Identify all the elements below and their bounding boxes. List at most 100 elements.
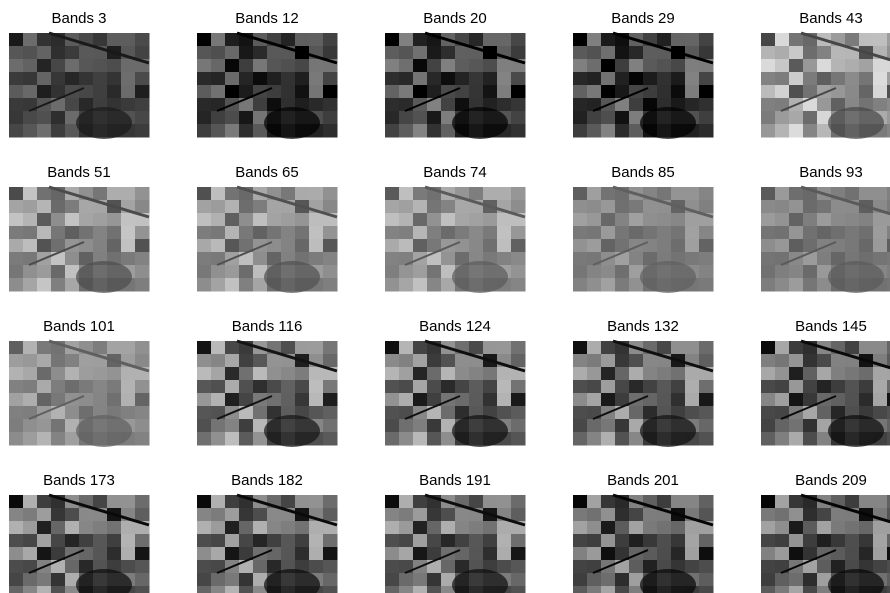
band-image xyxy=(761,33,890,139)
field xyxy=(135,573,150,587)
field xyxy=(671,187,686,201)
field xyxy=(135,278,150,292)
field xyxy=(601,187,616,201)
field xyxy=(775,124,790,138)
field xyxy=(281,495,296,509)
field xyxy=(497,341,512,355)
field xyxy=(295,521,310,535)
field xyxy=(789,495,804,509)
field xyxy=(469,547,484,561)
field xyxy=(455,200,470,214)
field xyxy=(859,72,874,86)
field xyxy=(573,521,588,535)
field xyxy=(79,239,94,253)
field xyxy=(483,393,498,407)
field xyxy=(699,98,714,112)
field xyxy=(107,226,122,240)
field xyxy=(873,72,888,86)
field xyxy=(859,226,874,240)
field xyxy=(587,586,602,593)
field xyxy=(385,200,400,214)
field xyxy=(239,200,254,214)
field xyxy=(469,521,484,535)
field xyxy=(831,521,846,535)
field xyxy=(295,341,310,355)
field xyxy=(37,419,52,433)
field xyxy=(323,341,338,355)
field xyxy=(483,341,498,355)
field xyxy=(441,226,456,240)
band-panel: Bands 29 xyxy=(573,10,714,139)
field xyxy=(761,59,776,73)
field xyxy=(761,200,776,214)
field xyxy=(511,573,526,587)
field xyxy=(657,59,672,73)
field xyxy=(197,547,212,561)
field xyxy=(497,547,512,561)
field xyxy=(211,59,226,73)
field xyxy=(197,432,212,446)
field xyxy=(427,111,442,125)
field xyxy=(699,239,714,253)
field xyxy=(587,521,602,535)
field xyxy=(51,586,66,593)
field xyxy=(267,85,282,99)
field xyxy=(775,419,790,433)
field xyxy=(699,534,714,548)
field xyxy=(803,573,818,587)
field xyxy=(135,85,150,99)
field xyxy=(413,46,428,60)
field xyxy=(817,560,832,574)
field xyxy=(107,213,122,227)
field xyxy=(211,354,226,368)
field xyxy=(9,393,24,407)
field xyxy=(281,85,296,99)
field xyxy=(51,200,66,214)
field xyxy=(775,187,790,201)
field xyxy=(211,432,226,446)
field xyxy=(211,380,226,394)
field xyxy=(399,367,414,381)
field xyxy=(469,85,484,99)
field xyxy=(685,187,700,201)
field xyxy=(79,200,94,214)
field xyxy=(211,495,226,509)
field xyxy=(511,278,526,292)
field xyxy=(65,252,80,266)
field xyxy=(497,521,512,535)
field xyxy=(601,200,616,214)
field xyxy=(511,393,526,407)
field xyxy=(469,367,484,381)
field xyxy=(775,226,790,240)
field xyxy=(23,239,38,253)
field xyxy=(803,265,818,279)
field xyxy=(385,534,400,548)
field xyxy=(9,367,24,381)
field xyxy=(699,419,714,433)
field xyxy=(121,406,136,420)
field xyxy=(23,72,38,86)
field xyxy=(685,560,700,574)
field xyxy=(817,226,832,240)
field xyxy=(239,586,254,593)
field xyxy=(629,406,644,420)
field xyxy=(859,239,874,253)
field xyxy=(225,213,240,227)
field xyxy=(469,380,484,394)
field xyxy=(789,111,804,125)
field xyxy=(211,393,226,407)
field xyxy=(441,406,456,420)
field xyxy=(65,226,80,240)
field xyxy=(573,573,588,587)
field xyxy=(775,72,790,86)
field xyxy=(23,573,38,587)
field xyxy=(37,354,52,368)
field xyxy=(441,521,456,535)
field xyxy=(441,380,456,394)
field xyxy=(873,406,888,420)
field xyxy=(629,508,644,522)
field xyxy=(643,85,658,99)
field xyxy=(699,187,714,201)
field xyxy=(65,406,80,420)
field xyxy=(601,72,616,86)
